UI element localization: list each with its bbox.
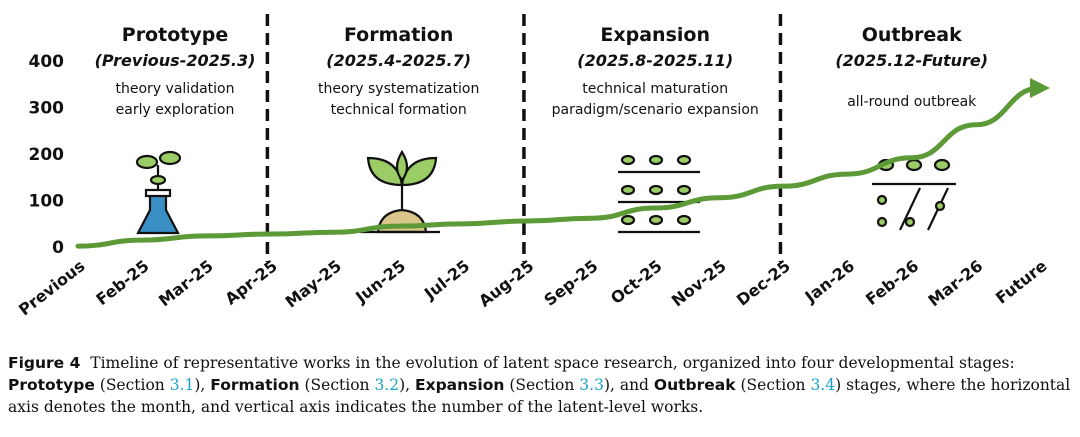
stage-description: paradigm/scenario expansion — [552, 102, 759, 118]
caption-text: ), and — [603, 376, 654, 394]
x-tick-label: Feb-25 — [92, 256, 152, 309]
x-tick-label: May-25 — [282, 256, 345, 311]
section-ref[interactable]: 3.3 — [579, 376, 604, 394]
x-tick-label: Jan-26 — [801, 256, 858, 307]
stage-period: (Previous-2025.3) — [95, 51, 256, 70]
x-tick-label: Apr-25 — [221, 256, 280, 308]
x-tick-label: Sep-25 — [540, 256, 601, 310]
x-tick-label: Feb-26 — [862, 256, 922, 309]
stage-title: Formation — [344, 24, 453, 46]
stage-description: theory systematization — [318, 81, 479, 97]
y-tick-label: 0 — [52, 238, 64, 258]
x-tick-label: Jun-25 — [351, 256, 409, 307]
stage-description: early exploration — [116, 102, 235, 118]
figure-caption: Figure 4 Timeline of representative work… — [8, 352, 1072, 418]
caption-text: (Section — [504, 376, 580, 394]
stage-period: (2025.8-2025.11) — [577, 51, 733, 70]
stage-description: all-round outbreak — [847, 94, 977, 110]
x-tick-label: Jul-25 — [420, 256, 473, 303]
y-tick-label: 200 — [29, 145, 65, 165]
stage-description: theory validation — [116, 81, 235, 97]
trend-line — [75, 78, 1050, 249]
x-tick-label: Future — [992, 256, 1051, 308]
x-tick-label: Dec-25 — [733, 256, 794, 309]
y-tick-label: 400 — [29, 52, 65, 72]
caption-text: ), — [194, 376, 211, 394]
caption-text: ), — [399, 376, 415, 394]
stage-period: (2025.4-2025.7) — [326, 51, 471, 70]
stage-period: (2025.12-Future) — [835, 51, 988, 70]
caption-text: Timeline of representative works in the … — [90, 354, 1015, 372]
stage-title: Expansion — [600, 24, 710, 46]
x-tick-label: Oct-25 — [607, 256, 666, 308]
x-tick-label: Mar-26 — [925, 256, 987, 310]
stage-description: technical maturation — [582, 81, 728, 97]
caption-text: (Section — [94, 376, 170, 394]
y-tick-label: 100 — [29, 192, 65, 212]
caption-text: (Section — [735, 376, 811, 394]
caption-stage: Formation — [210, 376, 300, 394]
stage-icons — [135, 149, 956, 235]
caption-stage: Expansion — [415, 376, 505, 394]
section-ref[interactable]: 3.2 — [374, 376, 400, 394]
x-tick-label: Previous — [15, 256, 88, 319]
x-tick-label: Nov-25 — [668, 256, 730, 310]
x-tick-label: Aug-25 — [475, 256, 537, 310]
x-tick-label: Mar-25 — [155, 256, 217, 310]
stage-title: Outbreak — [862, 24, 962, 46]
caption-label: Figure 4 — [8, 354, 81, 372]
caption-stage: Outbreak — [653, 376, 736, 394]
y-tick-label: 300 — [29, 99, 65, 119]
section-ref[interactable]: 3.1 — [169, 376, 195, 394]
stage-description: technical formation — [331, 102, 467, 118]
caption-text: (Section — [299, 376, 375, 394]
caption-text: ) stages, where the horizontal axis deno… — [8, 376, 1071, 416]
section-ref[interactable]: 3.4 — [810, 376, 836, 394]
caption-stage: Prototype — [8, 376, 95, 394]
stage-title: Prototype — [122, 24, 228, 46]
